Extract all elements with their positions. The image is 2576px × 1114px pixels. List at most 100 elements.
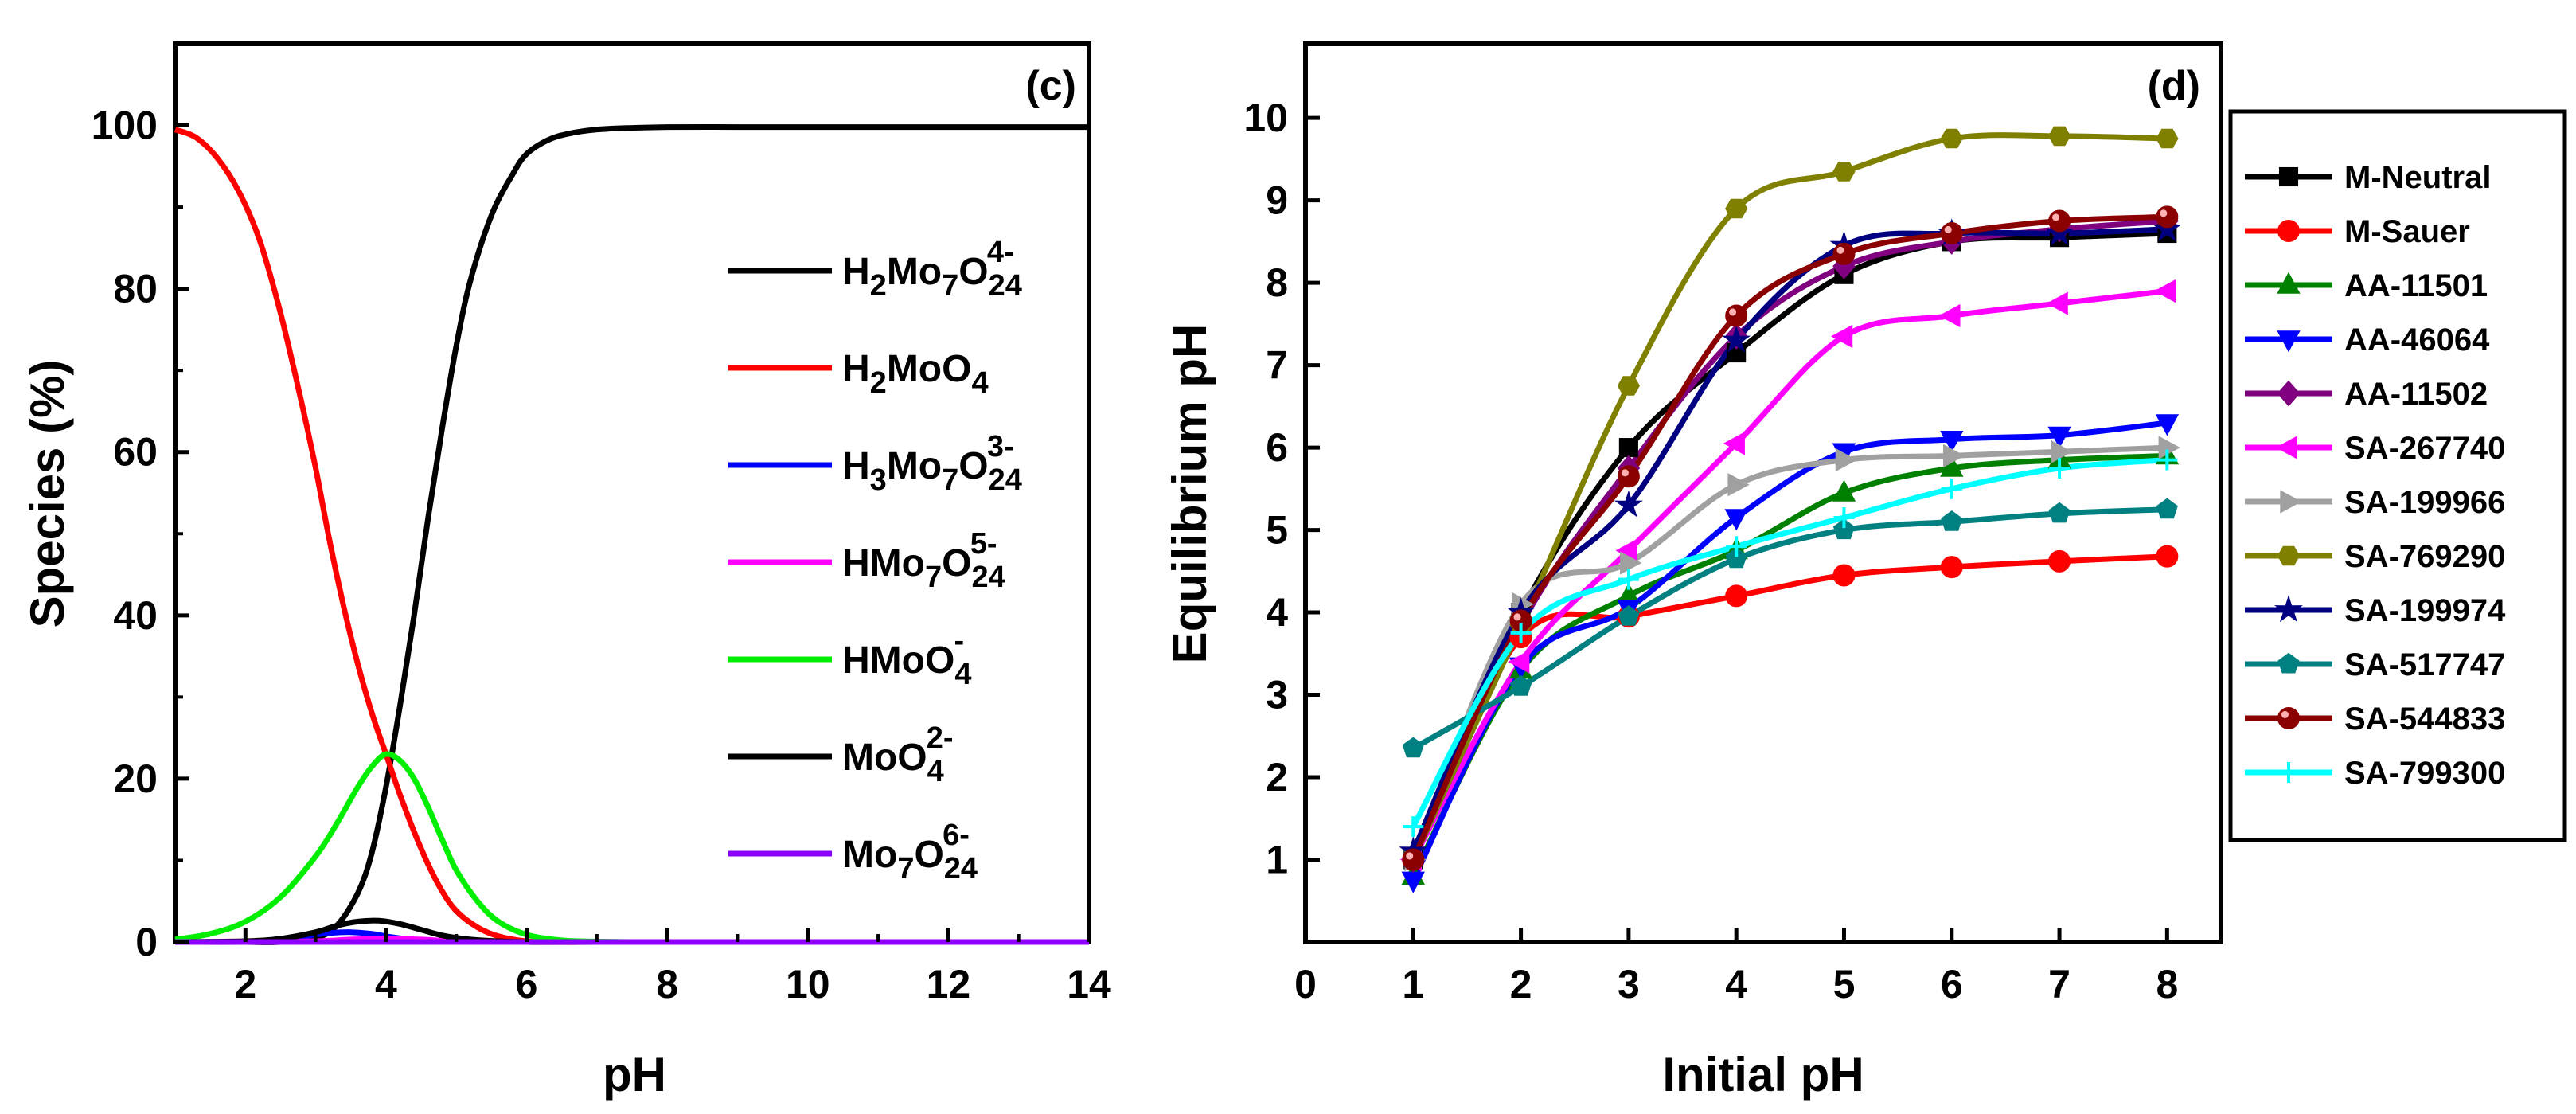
- panel-c-legend-label: H2MoO4: [842, 348, 989, 400]
- panel-d-data-point: [2156, 545, 2179, 568]
- panel-d-data-point: [1943, 444, 1965, 468]
- panel-c-legend-label: HMoO4-: [842, 624, 971, 691]
- panel-d-data-point: [1832, 518, 1855, 540]
- panel-d-data-point: [1510, 622, 1532, 643]
- panel-d-legend-marker: [2277, 220, 2300, 242]
- panel-d-x-ticks: 0 1 2 3 4 5 6 7 8: [1294, 928, 2178, 1007]
- panel-d-data-point: [2158, 436, 2180, 459]
- panel-d-data-point: [2051, 440, 2073, 463]
- panel-d-data-point: [2156, 498, 2178, 519]
- panel-c-x-tick-label: 4: [375, 962, 397, 1007]
- panel-d-data-point: [1618, 569, 1639, 590]
- panel-c-y-tick-label: 100: [92, 104, 158, 148]
- panel-d-data-point: [1618, 438, 1638, 458]
- panel-d-legend-label: SA-544833: [2344, 702, 2505, 737]
- panel-d-data-point: [2156, 128, 2179, 149]
- panel-c-x-tick-label: 2: [234, 962, 256, 1007]
- panel-d-data-point: [2156, 205, 2179, 229]
- panel-d-data-point: [2048, 549, 2071, 573]
- panel-d-y-tick-label: 5: [1266, 508, 1288, 553]
- panel-d-data-point-highlight: [1944, 225, 1952, 234]
- panel-d-y-tick-label: 1: [1266, 838, 1288, 882]
- panel-c-y-tick-label: 20: [113, 756, 158, 801]
- panel-d-data-point: [2154, 279, 2176, 303]
- panel-d-legend-marker: [2277, 652, 2300, 674]
- panel-c-tag: (c): [1025, 63, 1076, 109]
- panel-d-data-point: [2048, 209, 2071, 233]
- panel-d-x-axis-title: Initial pH: [1662, 1048, 1864, 1101]
- panel-d-legend-label: SA-517747: [2344, 647, 2505, 682]
- panel-d-legend-label: SA-769290: [2344, 539, 2505, 574]
- panel-d-data-point: [1403, 816, 1424, 838]
- panel-d-legend-marker: [2277, 272, 2301, 294]
- panel-c-y-tick-label: 80: [113, 267, 158, 311]
- panel-d-data-point: [2048, 502, 2071, 523]
- panel-d-x-tick-label: 3: [1618, 962, 1640, 1007]
- panel-d-data-point: [1725, 304, 1748, 327]
- panel-d-legend-marker-highlight: [2281, 710, 2289, 718]
- panel-c-x-axis-title: pH: [603, 1048, 666, 1101]
- panel-d-y-tick-label: 8: [1266, 260, 1288, 305]
- panel-d-x-tick-label: 0: [1294, 962, 1317, 1007]
- panel-d-y-axis-title: Equilibrium pH: [1163, 324, 1216, 664]
- panel-c-y-tick-label: 0: [135, 920, 158, 964]
- panel-d-data-point: [1617, 465, 1640, 488]
- panel-d-legend-label: SA-267740: [2344, 431, 2505, 466]
- panel-d-data-point-highlight: [1621, 469, 1629, 477]
- panel-d-data-point: [2047, 126, 2071, 147]
- panel-d-legend-label: AA-46064: [2344, 322, 2490, 358]
- panel-d-legend-marker: [2277, 330, 2301, 353]
- panel-d-data-point-highlight: [1406, 852, 1414, 860]
- panel-d-data-point: [1833, 507, 1855, 529]
- panel-c-y-axis-title: Species (%): [21, 360, 74, 628]
- panel-d-x-tick-label: 6: [1941, 962, 1963, 1007]
- panel-c-x-tick-label: 6: [516, 962, 538, 1007]
- panel-c-legend-label: MoO42-: [842, 721, 954, 788]
- panel-d-legend-label: SA-799300: [2344, 756, 2505, 791]
- panel-d-legend-marker: [2277, 545, 2301, 566]
- panel-d-legend-marker: [2280, 490, 2302, 514]
- panel-d-data-point: [1940, 556, 1963, 579]
- panel-d-x-tick-label: 7: [2048, 962, 2071, 1007]
- panel-d-data-point: [1402, 737, 1424, 758]
- panel-d-x-tick-label: 2: [1510, 962, 1532, 1007]
- panel-c-y-tick-label: 40: [113, 593, 158, 638]
- panel-d-data-point: [1832, 479, 1856, 502]
- panel-d-data-point: [2156, 449, 2178, 471]
- panel-d-data-point: [1725, 547, 1747, 569]
- panel-d-data-point-highlight: [1836, 246, 1844, 254]
- panel-d-data-point-highlight: [1513, 613, 1521, 621]
- panel-d-data-point: [1722, 325, 1751, 353]
- panel-d-data-point: [1940, 222, 1963, 245]
- panel-d-data-point: [1941, 478, 1962, 499]
- panel-d-data-point: [1940, 455, 1964, 477]
- panel-d-data-point: [1723, 432, 1745, 455]
- panel-d-data-point: [1725, 198, 1748, 219]
- panel-d-legend: M-Neutral M-Sauer AA-11501 AA-46064 AA-11502…: [2245, 160, 2506, 791]
- panel-c-legend-label: Mo7O246-: [842, 819, 978, 885]
- panel-d-data-point: [2045, 218, 2074, 246]
- panel-d-data-point: [1620, 551, 1642, 575]
- panel-c-x-tick-label: 8: [656, 962, 678, 1007]
- panel-d-data-point-highlight: [2160, 209, 2168, 217]
- panel-c-legend-label: H3Mo7O243-: [842, 430, 1022, 497]
- panel-d-series-line: [1411, 288, 2168, 862]
- panel-d-tag: (d): [2148, 63, 2200, 109]
- panel-c-x-tick-label: 14: [1067, 962, 1111, 1007]
- panel-d-data-point: [1941, 510, 1963, 531]
- panel-d-y-tick-label: 6: [1266, 425, 1288, 470]
- panel-d-legend-marker: [2275, 436, 2297, 459]
- panel-d-x-tick-label: 8: [2156, 962, 2178, 1007]
- panel-d-data-point: [1940, 128, 1963, 149]
- panel-d-legend-label: AA-11502: [2344, 377, 2488, 412]
- panel-d-data-point: [2155, 414, 2180, 436]
- panel-c-legend: H2Mo7O244- H2MoO4 H3Mo7O243- HMo7O245- HMoO4…: [728, 236, 1022, 885]
- panel-d-data-point: [1940, 431, 1964, 453]
- panel-d-legend-label: M-Sauer: [2344, 214, 2470, 249]
- panel-d-series-markers: [1399, 126, 2182, 893]
- panel-c-legend-label: H2Mo7O244-: [842, 236, 1022, 303]
- panel-d-data-point: [1724, 509, 1748, 531]
- panel-d-data-point: [2153, 213, 2182, 242]
- panel-c-x-tick-label: 10: [786, 962, 830, 1007]
